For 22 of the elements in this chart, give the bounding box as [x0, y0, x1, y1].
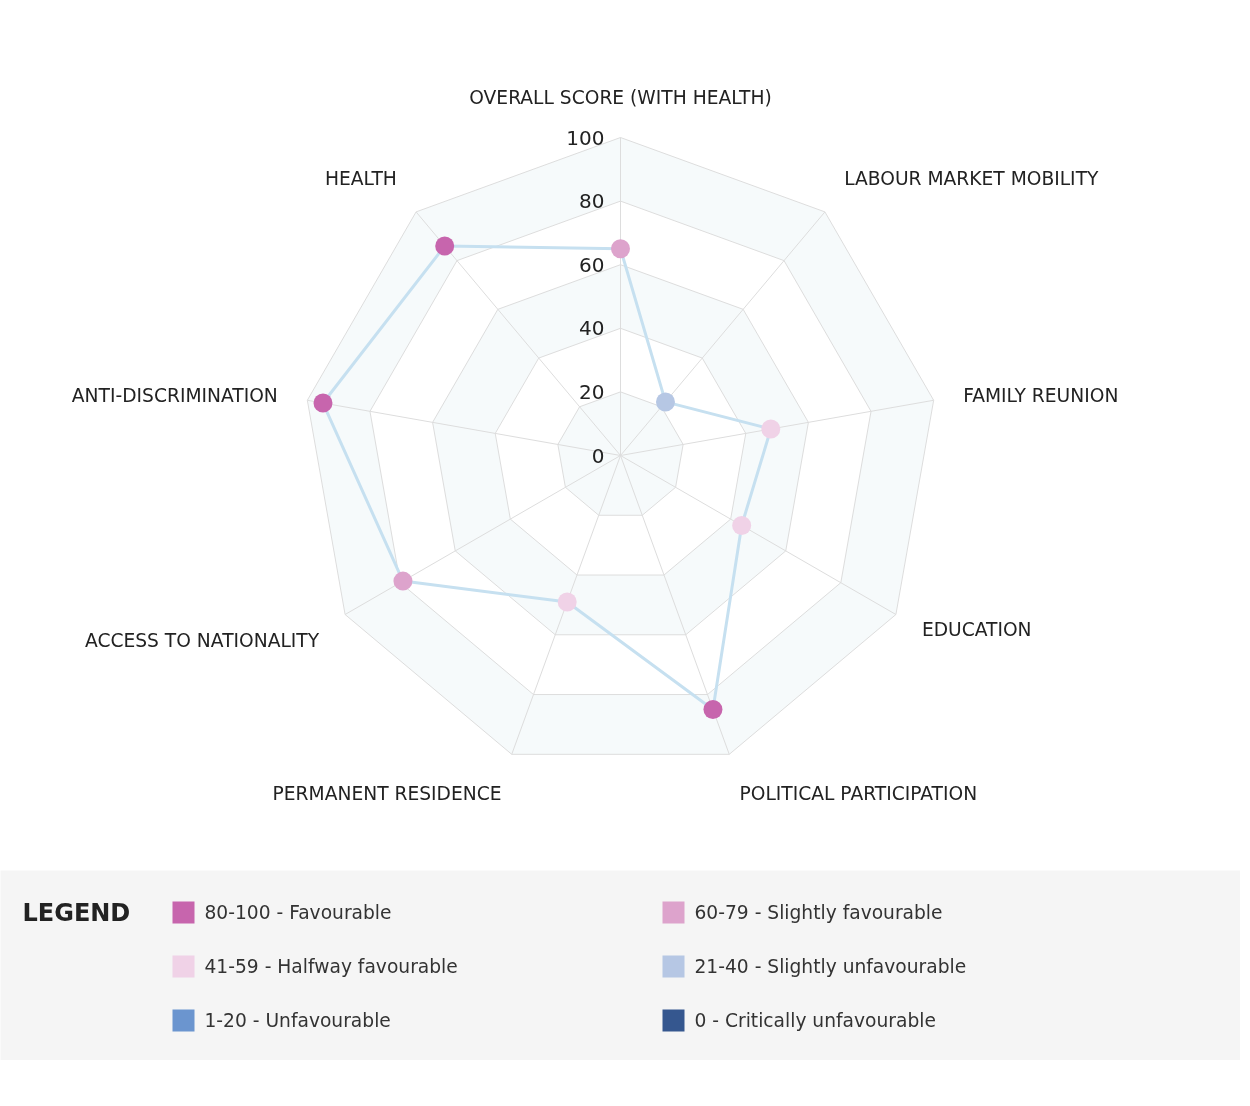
y-tick-label: 40	[579, 316, 605, 341]
y-tick-label: 0	[591, 443, 605, 468]
category-label: 41-59 - Halfway favourable	[204, 956, 458, 977]
spoke-label: ACCESS TO NATIONALITY	[84, 629, 320, 651]
category-label: 21-40 - Slightly unfavourable	[694, 956, 967, 977]
spoke-label: HEALTH	[324, 167, 397, 189]
y-tick-label: 80	[579, 189, 605, 214]
spoke-label: ANTI-DISCRIMINATION	[71, 384, 278, 406]
text: LEGEND	[22, 898, 131, 927]
spoke-label: LABOUR MARKET MOBILITY	[844, 167, 1100, 189]
spoke-label: POLITICAL PARTICIPATION	[739, 782, 978, 804]
spoke-label: OVERALL SCORE (WITH HEALTH)	[469, 86, 772, 108]
category-label: 1-20 - Unfavourable	[204, 1010, 391, 1031]
y-tick-label: 60	[579, 252, 605, 277]
category-label: 80-100 - Favourable	[204, 902, 392, 923]
y-tick-label: 100	[566, 125, 605, 150]
category-label: 0 - Critically unfavourable	[694, 1010, 936, 1031]
spoke-label: PERMANENT RESIDENCE	[272, 782, 502, 804]
spoke-label: FAMILY REUNION	[963, 384, 1119, 406]
category-label: 60-79 - Slightly favourable	[694, 902, 943, 923]
spoke-label: EDUCATION	[921, 619, 1032, 640]
y-tick-label: 20	[579, 379, 605, 404]
